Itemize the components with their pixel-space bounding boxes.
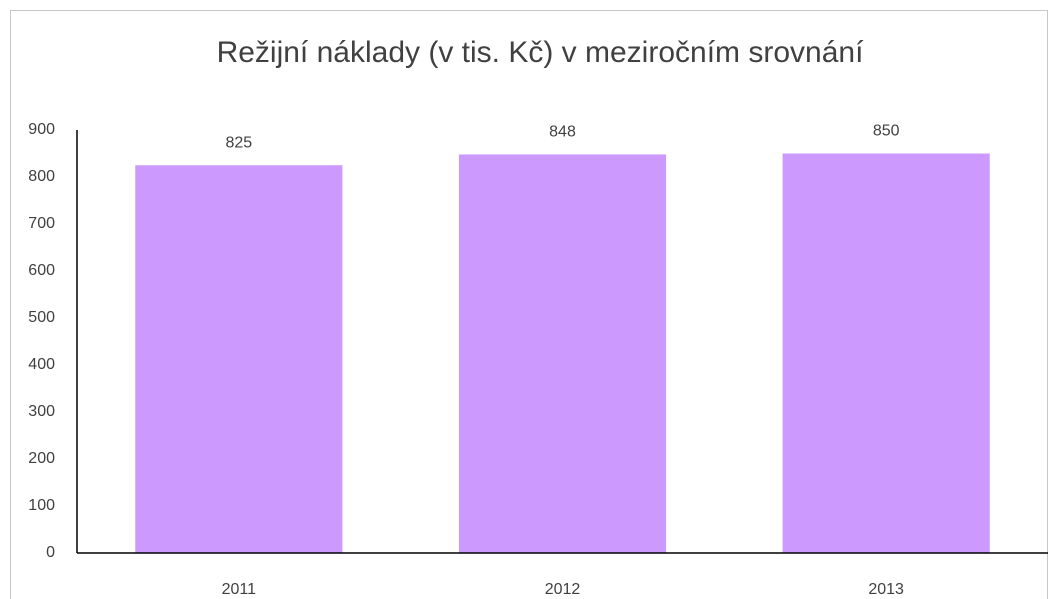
y-tick-label: 700	[28, 215, 55, 232]
bar	[135, 165, 343, 553]
bar	[782, 153, 990, 553]
x-tick-label: 2011	[222, 581, 257, 598]
y-tick-label: 800	[28, 168, 55, 185]
y-tick-label: 500	[28, 309, 55, 326]
bar	[458, 154, 667, 553]
data-label: 850	[873, 123, 900, 140]
x-tick-label: 2012	[545, 581, 581, 598]
data-label: 848	[549, 124, 576, 141]
y-tick-label: 200	[28, 450, 55, 467]
x-tick-label: 2013	[868, 581, 904, 598]
y-tick-label: 400	[28, 356, 55, 373]
data-label: 825	[225, 134, 252, 151]
y-tick-label: 600	[28, 262, 55, 279]
y-tick-label: 0	[46, 544, 55, 561]
y-tick-label: 300	[28, 403, 55, 420]
chart-title: Režijní náklady (v tis. Kč) v meziročním…	[217, 36, 865, 69]
y-tick-label: 100	[28, 497, 55, 514]
y-tick-label: 900	[28, 121, 55, 138]
